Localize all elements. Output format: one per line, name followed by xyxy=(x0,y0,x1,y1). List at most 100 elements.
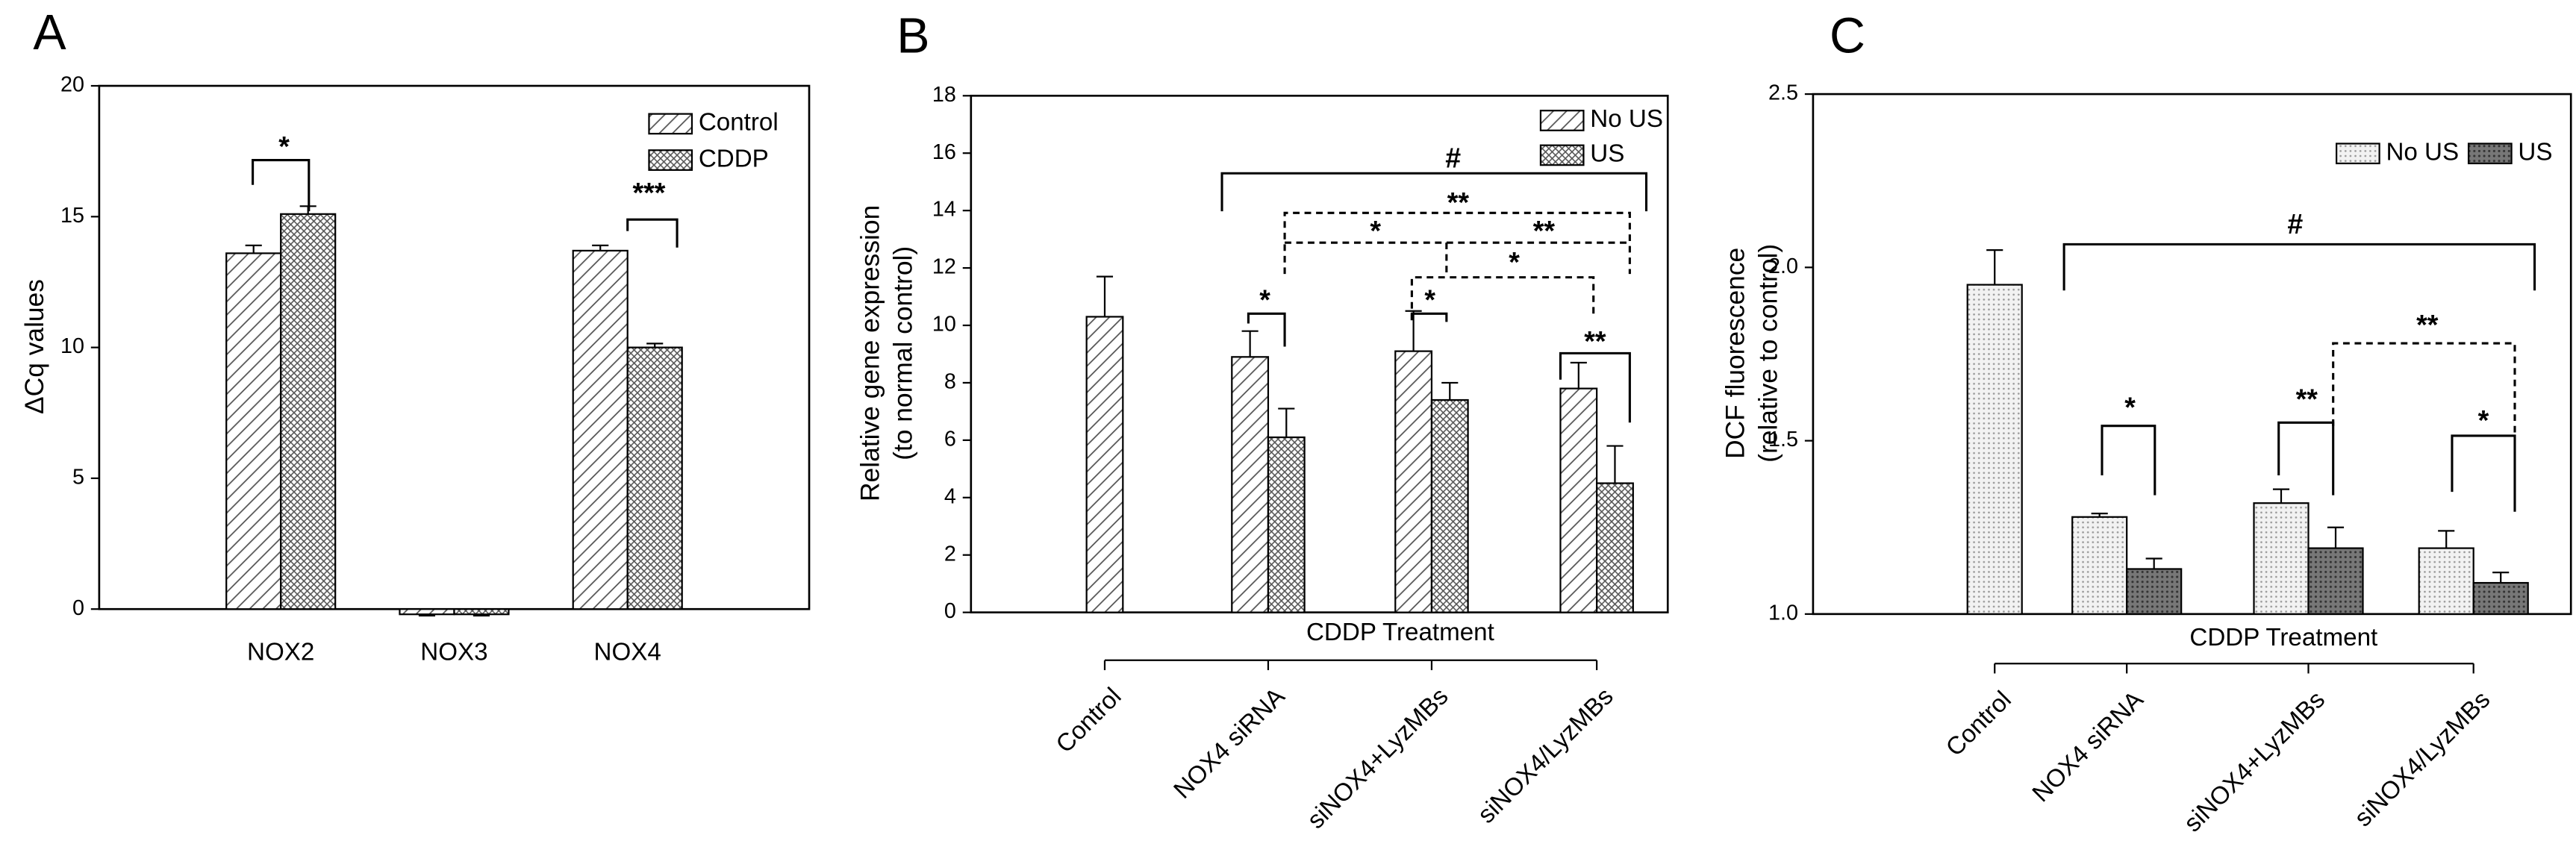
significance-bracket xyxy=(1559,351,1631,423)
y-tick-label: 4 xyxy=(944,484,956,508)
error-bar xyxy=(1570,361,1587,389)
plot-frame xyxy=(1812,93,2572,616)
bar xyxy=(2472,581,2529,615)
significance-bracket xyxy=(252,159,311,212)
bar xyxy=(1394,350,1433,613)
group-label: CDDP Treatment xyxy=(2189,624,2377,651)
y-tick-label: 10 xyxy=(60,334,84,358)
significance-bracket xyxy=(1247,312,1286,347)
x-tick-label: Control xyxy=(1941,686,2017,762)
x-tick-label: NOX2 xyxy=(247,639,314,666)
significance-mark: * xyxy=(1424,284,1435,316)
significance-mark: ** xyxy=(1584,325,1606,357)
y-tick-label: 15 xyxy=(60,204,84,228)
significance-bracket xyxy=(2451,434,2516,512)
bar xyxy=(626,346,683,610)
significance-mark: ** xyxy=(2296,383,2318,414)
error-bar xyxy=(2272,488,2290,504)
legend-label: US xyxy=(1590,140,1624,168)
y-axis-label: ΔCq values xyxy=(20,279,49,414)
legend-label: CDDP xyxy=(699,145,769,172)
significance-mark: # xyxy=(2287,208,2303,240)
legend-swatch xyxy=(2335,143,2380,165)
significance-mark: # xyxy=(1445,142,1461,173)
error-bar xyxy=(1278,407,1295,438)
y-tick-label: 6 xyxy=(944,427,956,451)
bar xyxy=(1559,387,1598,613)
bar xyxy=(1596,482,1634,613)
y-tick-label: 12 xyxy=(932,255,956,279)
significance-mark: * xyxy=(278,131,290,162)
error-bar xyxy=(646,343,664,348)
legend-swatch xyxy=(2467,143,2513,165)
y-tick-label: 8 xyxy=(944,370,956,394)
legend-swatch xyxy=(1539,110,1585,131)
significance-bracket xyxy=(2062,243,2536,291)
y-axis-label: (relative to control) xyxy=(1754,244,1783,463)
x-tick-label: NOX4 siRNA xyxy=(2027,686,2150,808)
panel: B Relative gene expression (to normal cont… xyxy=(855,9,1669,834)
bar xyxy=(1430,398,1469,613)
error-bar xyxy=(1986,249,2003,285)
panel-label: C xyxy=(1830,9,1865,64)
bar xyxy=(2307,547,2364,615)
x-tick-label: siNOX4+LyzMBs xyxy=(1302,683,1453,834)
y-tick-label: 2 xyxy=(944,542,956,566)
plot-frame xyxy=(970,94,1669,613)
x-tick-label: Control xyxy=(1051,683,1127,759)
panel-label: A xyxy=(33,5,66,60)
x-tick-label: siNOX4/LyzMBs xyxy=(2349,686,2495,832)
error-bar xyxy=(2145,557,2162,569)
bar xyxy=(2071,516,2128,615)
y-axis-label: Relative gene expression xyxy=(855,205,885,501)
y-tick-label: 20 xyxy=(60,73,84,97)
bar xyxy=(280,213,337,610)
legend-swatch xyxy=(1539,144,1585,166)
y-tick-label: 1.0 xyxy=(1768,601,1798,625)
significance-bracket xyxy=(1283,211,1631,275)
significance-mark: * xyxy=(1259,284,1270,316)
error-bar xyxy=(2091,513,2108,517)
significance-bracket xyxy=(1220,172,1648,212)
bar xyxy=(399,608,455,616)
significance-mark: ** xyxy=(1533,215,1556,246)
error-bar xyxy=(1606,445,1624,484)
legend-swatch xyxy=(648,113,693,135)
error-bar xyxy=(245,244,262,254)
y-tick-label: 14 xyxy=(932,198,956,222)
y-tick-label: 0 xyxy=(72,596,84,620)
x-tick-label: siNOX4+LyzMBs xyxy=(2179,686,2330,837)
significance-bracket xyxy=(2332,342,2516,433)
legend-label: Control xyxy=(699,109,779,137)
x-tick-label: NOX4 siRNA xyxy=(1169,682,1291,804)
y-tick-label: 10 xyxy=(932,313,956,337)
y-tick-label: 2.0 xyxy=(1768,254,1798,278)
error-bar xyxy=(1096,275,1114,317)
legend-label: No US xyxy=(2386,138,2459,166)
significance-bracket xyxy=(2101,425,2156,495)
y-tick-label: 18 xyxy=(932,83,956,107)
significance-mark: * xyxy=(2478,404,2489,436)
legend-label: No US xyxy=(1590,105,1663,133)
error-bar xyxy=(1405,310,1422,351)
y-tick-label: 16 xyxy=(932,140,956,164)
bar xyxy=(2253,502,2310,615)
bar xyxy=(1231,356,1270,613)
legend-swatch xyxy=(648,149,693,171)
y-axis-label: DCF fluorescence xyxy=(1721,248,1750,459)
y-tick-label: 5 xyxy=(72,466,84,490)
significance-mark: ** xyxy=(2416,309,2439,340)
y-tick-label: 1.5 xyxy=(1768,428,1798,451)
x-tick-label: NOX3 xyxy=(420,639,487,666)
error-bar xyxy=(592,244,609,251)
significance-mark: ** xyxy=(1447,187,1470,218)
bar xyxy=(225,252,282,610)
y-axis-label: (to normal control) xyxy=(889,246,918,460)
significance-bracket xyxy=(1410,276,1595,321)
x-tick-label: NOX4 xyxy=(594,639,661,666)
bar xyxy=(1085,316,1124,613)
bar xyxy=(572,249,629,610)
bar xyxy=(1267,436,1306,613)
y-tick-label: 0 xyxy=(944,599,956,623)
